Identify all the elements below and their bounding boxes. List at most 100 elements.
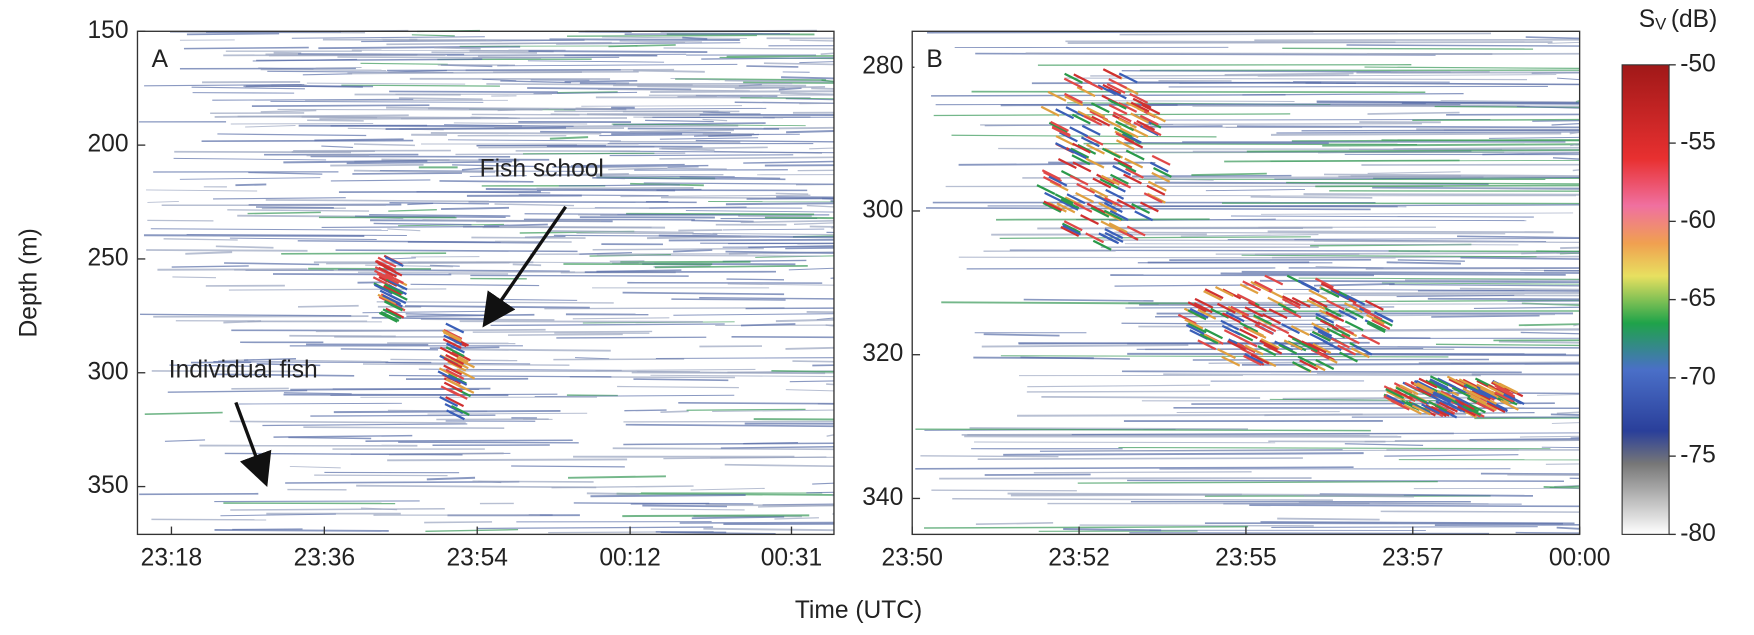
echo-trace [384,256,404,267]
echo-trace [1293,81,1450,83]
echo-trace [1290,353,1580,357]
echo-trace [1374,311,1394,323]
echo-trace [1176,411,1340,414]
echo-trace [1193,302,1213,314]
echo-trace [508,333,623,336]
colorbar-label: SV (dB) [1639,6,1718,35]
echo-trace [1430,405,1450,417]
echo-trace [1572,169,1580,172]
echo-trace [1486,399,1506,411]
colorbar-tick-label: -50 [1680,50,1716,77]
echo-trace [1033,471,1252,474]
echo-trace [724,463,834,468]
echo-trace [1460,256,1580,260]
echo-trace [1081,124,1101,136]
echo-trace [1080,214,1099,226]
echo-trace [380,310,400,322]
echo-trace [775,318,834,323]
echo-trace [306,82,466,85]
echo-trace [620,260,751,264]
echo-trace [337,56,542,59]
echo-trace [1301,340,1321,352]
echo-trace [602,36,747,39]
echo-trace [1319,319,1339,331]
echo-trace [806,204,834,208]
echo-trace [1366,322,1386,333]
echo-trace [1303,193,1580,196]
echo-trace [599,133,800,137]
echo-trace [1469,390,1489,402]
echo-trace [1290,325,1310,337]
echo-trace [1187,301,1207,313]
echo-trace [564,80,638,83]
echo-trace [1389,283,1580,287]
x-tick-label: 23:54 [446,544,508,571]
y-tick-label: 200 [88,131,129,158]
echo-trace [1126,225,1146,237]
echo-trace [1131,203,1151,214]
echo-trace [373,283,393,295]
echo-trace [617,385,739,389]
echo-trace [1086,106,1106,118]
x-tick-label: 00:31 [761,544,823,571]
echo-trace [1536,394,1580,396]
echo-trace [1308,297,1328,308]
echo-trace [523,152,655,155]
echo-trace [1118,101,1138,113]
panel-label-box [914,33,955,83]
echo-trace [933,113,1291,117]
echo-trace [699,297,834,300]
echo-trace [1239,321,1259,333]
echo-trace [553,358,685,361]
echo-trace [1263,343,1283,355]
echo-trace [659,156,834,160]
echo-trace [235,183,267,187]
echo-trace [1339,351,1358,363]
echo-trace [398,97,483,101]
echo-trace [1518,323,1580,327]
echo-trace [1244,344,1264,356]
echo-trace [1395,386,1415,398]
echo-trace [407,240,541,244]
echo-trace [1110,173,1129,185]
echo-trace [388,279,408,291]
echo-trace [1311,322,1331,334]
echo-trace [1129,532,1490,535]
echo-trace [1091,115,1111,127]
echo-trace [725,202,834,206]
echo-trace [1551,422,1580,424]
echo-trace [1063,220,1083,232]
echo-trace [1277,517,1380,521]
echo-trace [1072,161,1092,173]
echo-trace [1113,126,1133,138]
echo-trace [238,402,402,405]
echo-trace [218,359,249,362]
echo-trace [931,489,1077,492]
echo-trace [1384,454,1519,457]
echo-trace [265,199,489,203]
echo-trace [1068,148,1088,160]
echo-trace [1413,382,1433,394]
echo-trace [625,423,834,428]
echo-trace [291,36,485,39]
echo-trace [1519,435,1580,438]
echo-trace [1315,184,1580,188]
echo-trace [1281,323,1300,335]
echo-trace [1367,320,1386,332]
echo-trace [360,507,398,511]
echo-trace [444,403,464,414]
echo-trace [534,173,724,176]
echo-trace [722,228,825,231]
echo-trace [1090,206,1110,218]
echo-trace [1134,210,1154,222]
echo-trace [952,497,1333,502]
echo-trace [691,219,754,223]
echo-trace [581,105,743,107]
echo-trace [169,364,251,367]
echo-trace [1020,356,1130,360]
echo-trace [1102,117,1122,129]
echo-trace [443,357,463,369]
arrow [482,205,568,328]
x-tick-label: 23:18 [141,544,203,571]
echo-trace [935,103,1426,106]
